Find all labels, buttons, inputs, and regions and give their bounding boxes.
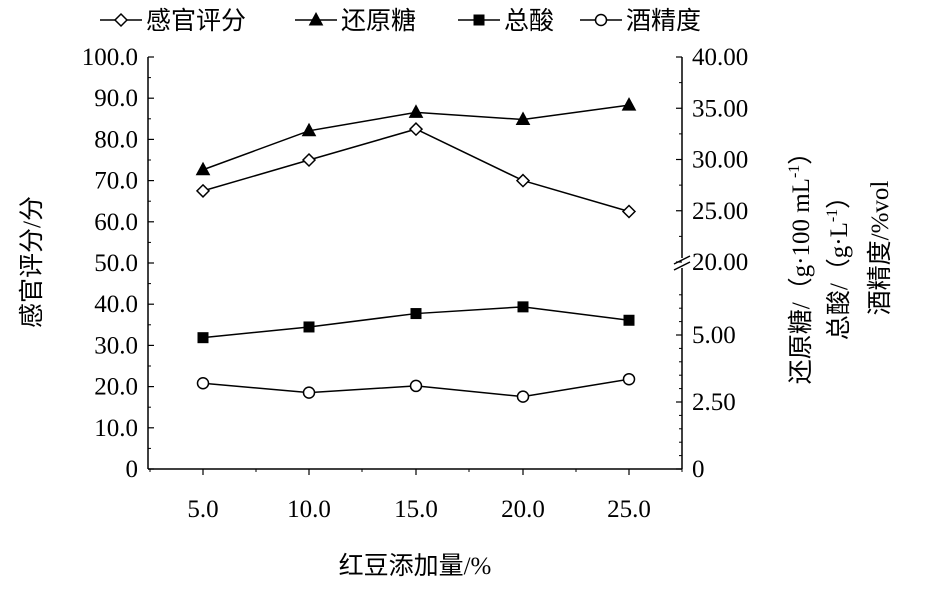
left-y-tick-label: 70.0 xyxy=(94,168,138,195)
right-y-axis-title-alcohol: 酒精度/%vol xyxy=(866,181,894,316)
total-acid-unit-text: 总酸/（g·L xyxy=(825,222,853,340)
x-tick-label: 10.0 xyxy=(287,496,331,523)
x-tick-label: 25.0 xyxy=(607,496,651,523)
axis-break-mark xyxy=(673,261,691,271)
data-point-series-3 xyxy=(623,314,635,326)
legend-label: 总酸 xyxy=(504,7,554,35)
reducing-sugar-unit-text: 还原糖/（g·100 mL xyxy=(787,178,815,384)
data-point-series-3 xyxy=(410,308,422,320)
right-y-tick-label: 25.00 xyxy=(692,198,748,225)
right-y-tick-label: 30.00 xyxy=(692,147,748,174)
right-y-axis-title-reducing-sugar: 还原糖/（g·100 mL-1） xyxy=(786,140,815,385)
data-point-series-1 xyxy=(301,152,317,168)
left-y-axis-title: 感官评分/分 xyxy=(18,196,46,328)
left-y-tick-label: 0 xyxy=(126,456,139,483)
x-axis-title: 红豆添加量/% xyxy=(339,552,492,580)
data-point-series-4 xyxy=(196,376,210,390)
data-point-series-2 xyxy=(621,97,637,111)
right-y-tick-label: 5.00 xyxy=(692,322,736,349)
data-point-series-2 xyxy=(195,161,211,176)
series-markers xyxy=(195,97,637,403)
reducing-sugar-unit-end: ） xyxy=(787,140,815,165)
axis-break-mark xyxy=(673,255,691,265)
data-point-series-1 xyxy=(515,173,531,188)
series-lines xyxy=(202,104,630,398)
axes: 0 10.0 20.0 30.0 40.0 50.0 60.0 70.0 80.0 90.0 100… xyxy=(82,44,749,523)
right-y-tick-label: 40.00 xyxy=(692,44,748,71)
left-y-tick-label: 20.0 xyxy=(94,374,138,401)
reducing-sugar-unit-sup: -1 xyxy=(786,165,803,178)
x-tick-label: 5.0 xyxy=(187,496,218,523)
right-y-tick-label: 35.00 xyxy=(692,95,748,122)
data-point-series-3 xyxy=(197,332,209,344)
data-point-series-4 xyxy=(516,390,530,403)
x-tick-label: 15.0 xyxy=(394,496,438,523)
data-point-series-2 xyxy=(301,122,317,137)
left-y-tick-label: 40.0 xyxy=(94,291,138,318)
data-point-series-1 xyxy=(621,204,637,219)
left-y-tick-label: 30.0 xyxy=(94,332,138,359)
left-y-tick-label: 80.0 xyxy=(94,126,138,153)
data-point-series-2 xyxy=(515,111,531,126)
right-y-tick-label: 0 xyxy=(692,456,705,483)
total-acid-unit-end: ） xyxy=(825,184,853,209)
series-line-1 xyxy=(202,128,630,213)
x-tick-label: 20.0 xyxy=(501,496,545,523)
legend: 感官评分 还原糖 总酸 酒精度 xyxy=(100,7,701,35)
left-y-tick-label: 50.0 xyxy=(94,250,138,277)
legend-swatch-marker xyxy=(594,13,608,27)
data-point-series-3 xyxy=(303,321,315,333)
data-point-series-2 xyxy=(408,104,424,118)
left-y-tick-label: 100.0 xyxy=(82,44,138,71)
legend-swatch-marker xyxy=(113,12,129,28)
legend-label: 酒精度 xyxy=(626,7,701,35)
right-y-tick-label: 20.00 xyxy=(692,249,748,276)
data-point-series-1 xyxy=(408,122,424,137)
data-point-series-3 xyxy=(517,301,529,313)
data-point-series-4 xyxy=(622,372,636,386)
data-point-series-4 xyxy=(302,386,316,399)
legend-label: 还原糖 xyxy=(341,7,416,35)
legend-label: 感官评分 xyxy=(146,7,246,35)
legend-swatch-marker xyxy=(473,14,485,26)
left-y-tick-label: 60.0 xyxy=(94,209,138,236)
left-y-tick-label: 10.0 xyxy=(94,415,138,442)
right-y-axis-title-total-acid: 总酸/（g·L-1） xyxy=(824,184,853,340)
right-y-tick-label: 2.50 xyxy=(692,389,736,416)
left-y-tick-label: 90.0 xyxy=(94,85,138,112)
legend-swatch-marker xyxy=(308,11,324,26)
total-acid-unit-sup: -1 xyxy=(824,209,841,222)
data-point-series-4 xyxy=(409,379,423,393)
data-point-series-1 xyxy=(195,183,211,198)
